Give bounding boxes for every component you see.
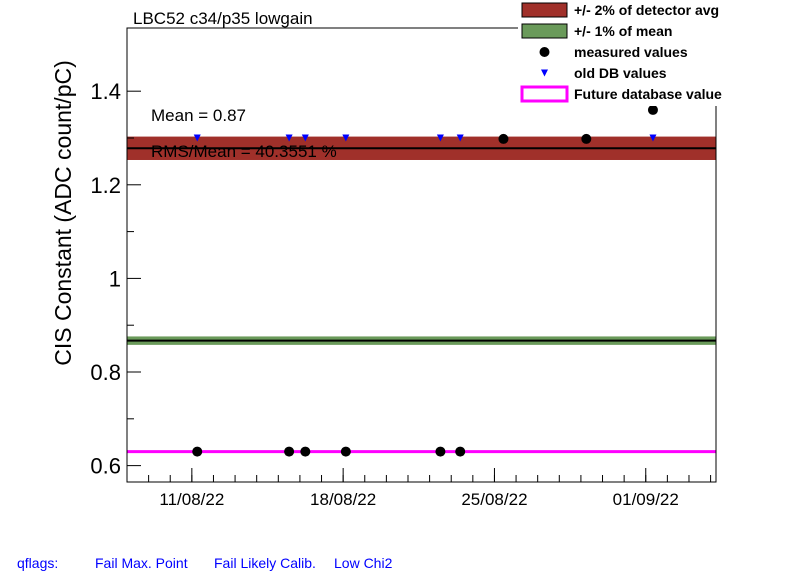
measured-value-point — [340, 446, 351, 457]
rms-stat: RMS/Mean = 40.3551 % — [151, 142, 337, 161]
old-db-value-point — [285, 134, 293, 142]
measured-value-point — [498, 133, 509, 144]
measured-value-point — [435, 446, 446, 457]
measured-value-point — [455, 446, 466, 457]
qflags-label: qflags: — [17, 555, 59, 571]
lines-layer — [127, 147, 716, 454]
measured-value-point — [647, 104, 658, 115]
bands-layer — [127, 136, 716, 345]
qflag-low-chi2: Low Chi2 — [334, 555, 393, 571]
legend-label: Future database value — [574, 86, 722, 102]
x-tick-label: 25/08/22 — [461, 490, 527, 509]
qflag-fail-likely-calib: Fail Likely Calib. — [214, 555, 316, 571]
y-tick-label: 1.4 — [90, 79, 121, 104]
chart-title: LBC52 c34/p35 lowgain — [133, 9, 313, 28]
legend-swatch-box — [521, 2, 568, 18]
old-db-value-point — [649, 134, 657, 142]
legend-marker-triangle — [541, 69, 548, 77]
measured-value-point — [284, 446, 295, 457]
legend-swatch-line — [520, 85, 569, 103]
old-db-value-point — [456, 134, 464, 142]
old-db-value-point — [342, 134, 350, 142]
qflag-fail-max-point: Fail Max. Point — [95, 555, 188, 571]
legend-marker-circle — [539, 47, 550, 57]
x-tick-label: 18/08/22 — [310, 490, 376, 509]
old-db-value-point — [436, 134, 444, 142]
measured-value-point — [300, 446, 311, 457]
points-layer — [192, 104, 658, 457]
old-db-value-point — [193, 134, 201, 142]
measured-value-point — [581, 133, 592, 144]
legend-label: measured values — [574, 44, 688, 60]
axes-layer: 0.6 0.8 1 1.2 1.4 11/08/22 18/08/22 25/08/22 01/… — [90, 79, 712, 509]
plot-frame — [126, 27, 717, 483]
legend-label: +/- 2% of detector avg — [574, 2, 719, 18]
mean-stat: Mean = 0.87 — [151, 106, 246, 125]
legend-label: old DB values — [574, 65, 667, 81]
y-tick-label: 1 — [109, 266, 121, 291]
legend-swatch-box — [521, 23, 568, 39]
y-tick-label: 0.6 — [90, 454, 121, 479]
legend: +/- 2% of detector avg +/- 1% of mean meas… — [518, 0, 746, 106]
x-tick-label: 11/08/22 — [159, 490, 224, 509]
y-tick-label: 0.8 — [90, 360, 121, 385]
measured-value-point — [192, 446, 203, 457]
legend-label: +/- 1% of mean — [574, 23, 672, 39]
y-axis-label: CIS Constant (ADC count/pC) — [50, 60, 76, 366]
old-db-value-point — [301, 134, 309, 142]
x-tick-label: 01/09/22 — [613, 490, 679, 509]
y-tick-label: 1.2 — [90, 173, 121, 198]
